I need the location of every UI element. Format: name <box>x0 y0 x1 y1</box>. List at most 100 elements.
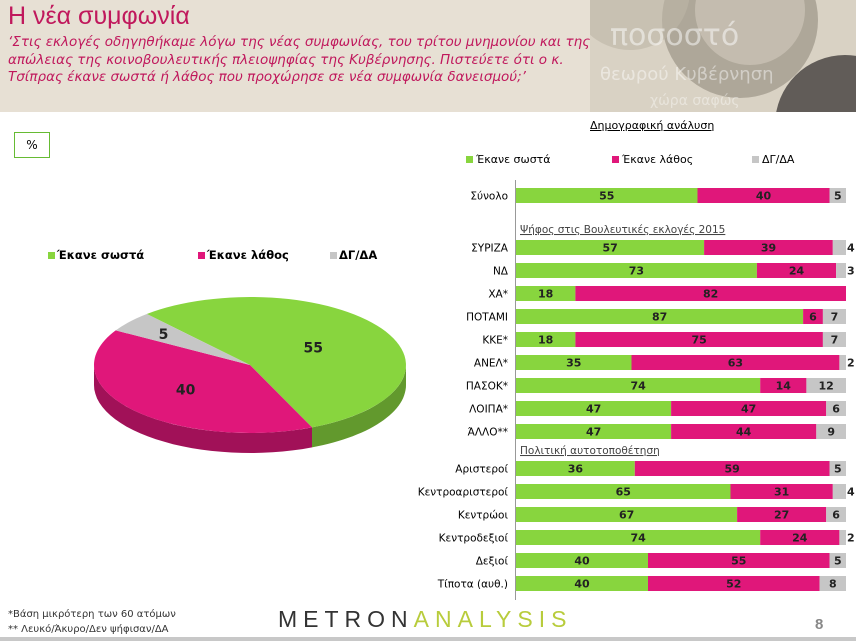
bar-data-label: 18 <box>538 334 553 347</box>
bar-data-label: 27 <box>774 509 789 522</box>
bar-segment <box>816 424 846 439</box>
bar-segment <box>760 378 807 393</box>
bar-segment <box>516 424 672 439</box>
bar-data-label: 12 <box>819 380 834 393</box>
bar-segment <box>836 263 846 278</box>
svg-text:θεωρού Κυβέρνηση: θεωρού Κυβέρνηση <box>600 64 774 85</box>
bar-data-label: 65 <box>616 486 631 499</box>
bar-data-label: 31 <box>774 486 789 499</box>
page-number: 8 <box>815 616 824 633</box>
bar-segment <box>631 355 840 370</box>
pie-legend-wrong: Έκανε λάθος <box>198 248 289 262</box>
bar-segment <box>839 530 846 545</box>
bar-segment <box>516 507 738 522</box>
bar-segment <box>516 309 804 324</box>
bar-segment <box>839 355 846 370</box>
bar-segment <box>648 553 830 568</box>
pie-slice <box>146 297 406 428</box>
bar-data-label: 87 <box>652 311 667 324</box>
pie-data-label: 5 <box>159 327 169 343</box>
pie-data-label: 40 <box>176 383 196 399</box>
bar-row-label: ΑΝΕΛ* <box>474 358 508 370</box>
metron-analysis-logo: METRONANALYSIS <box>278 606 572 633</box>
bar-data-label: 82 <box>703 288 718 301</box>
bar-data-label: 4 <box>847 242 855 255</box>
bar-data-label: 55 <box>731 555 746 568</box>
legend-swatch-right <box>466 156 473 163</box>
bar-data-label: 57 <box>602 242 617 255</box>
bar-data-label: 24 <box>789 265 805 278</box>
pie-slice-side <box>312 365 406 448</box>
legend-right: Έκανε σωστά <box>466 153 551 166</box>
bar-segment <box>832 484 846 499</box>
bar-segment <box>822 309 846 324</box>
bar-data-label: 67 <box>619 509 634 522</box>
bar-data-label: 5 <box>834 190 842 203</box>
bar-segment <box>671 424 817 439</box>
bar-segment <box>516 332 576 347</box>
bar-chart-frame <box>515 180 846 600</box>
bar-segment <box>826 401 846 416</box>
bar-data-label: 40 <box>756 190 772 203</box>
bar-data-label: 55 <box>599 190 614 203</box>
bar-data-label: 39 <box>761 242 776 255</box>
pie-legend-wrong-label: Έκανε λάθος <box>207 248 289 262</box>
svg-text:χώρα σαφώς: χώρα σαφώς <box>650 93 740 109</box>
group-title: Πολιτική αυτοτοποθέτηση <box>520 445 660 457</box>
pie-legend-swatch-wrong <box>198 251 205 259</box>
bar-data-label: 47 <box>586 403 601 416</box>
bar-data-label: 2 <box>847 357 855 370</box>
pie-legend-swatch-right <box>48 251 55 259</box>
bar-data-label: 7 <box>831 311 839 324</box>
legend-swatch-dk <box>752 156 759 163</box>
pie-chart: 55 40 5 <box>93 297 406 453</box>
bar-data-label: 2 <box>847 532 855 545</box>
bar-segment <box>826 507 846 522</box>
bar-row-label: Αριστεροί <box>455 464 508 476</box>
bar-data-label: 24 <box>792 532 808 545</box>
bar-row-label: Κεντροαριστεροί <box>418 487 509 499</box>
bar-segment <box>516 530 761 545</box>
legend-swatch-wrong <box>612 156 619 163</box>
page-title: Η νέα συμφωνία <box>8 2 190 30</box>
pie-legend-dk-label: ΔΓ/ΔΑ <box>339 248 378 262</box>
bar-segment <box>819 576 846 591</box>
legend-dk: ΔΓ/ΔΑ <box>752 153 794 166</box>
bar-data-label: 36 <box>568 463 584 476</box>
bar-row-label: Δεξιοί <box>476 556 509 568</box>
header-band: ποσοστό θεωρού Κυβέρνηση χώρα σαφώς Η νέ… <box>0 0 856 112</box>
bar-row-label: Κεντροδεξιοί <box>439 533 509 545</box>
pie-legend-right-label: Έκανε σωστά <box>57 248 145 262</box>
demographic-title: Δημογραφική ανάλυση <box>590 119 715 132</box>
pie-legend-right: Έκανε σωστά <box>48 248 144 262</box>
bar-segment <box>516 286 576 301</box>
bar-segment <box>516 240 705 255</box>
bar-data-label: 14 <box>776 380 792 393</box>
bar-segment <box>730 484 833 499</box>
bar-segment <box>829 553 846 568</box>
legend-wrong-label: Έκανε λάθος <box>622 153 694 166</box>
bar-segment <box>829 188 846 203</box>
bar-row-label: ΛΟΙΠΑ* <box>469 404 508 416</box>
bar-segment <box>516 401 672 416</box>
bar-segment <box>671 401 827 416</box>
bar-segment <box>516 576 648 591</box>
pie-legend-swatch-dk <box>330 251 337 259</box>
bar-data-label: 5 <box>834 463 842 476</box>
bar-segment <box>760 530 840 545</box>
bar-data-label: 73 <box>629 265 644 278</box>
bar-segment <box>697 188 830 203</box>
bar-row-label: ΝΔ <box>493 266 509 278</box>
bar-data-label: 59 <box>724 463 739 476</box>
bar-data-label: 9 <box>827 426 835 439</box>
bar-data-label: 6 <box>832 403 840 416</box>
bar-data-label: 40 <box>574 555 590 568</box>
pie-slice <box>115 314 250 365</box>
pie-data-label: 55 <box>303 341 322 357</box>
bar-data-label: 4 <box>847 486 855 499</box>
bar-segment <box>516 263 757 278</box>
bar-segment <box>648 576 820 591</box>
svg-text:ποσοστό: ποσοστό <box>610 18 739 53</box>
header-decoration: ποσοστό θεωρού Κυβέρνηση χώρα σαφώς <box>590 0 856 112</box>
